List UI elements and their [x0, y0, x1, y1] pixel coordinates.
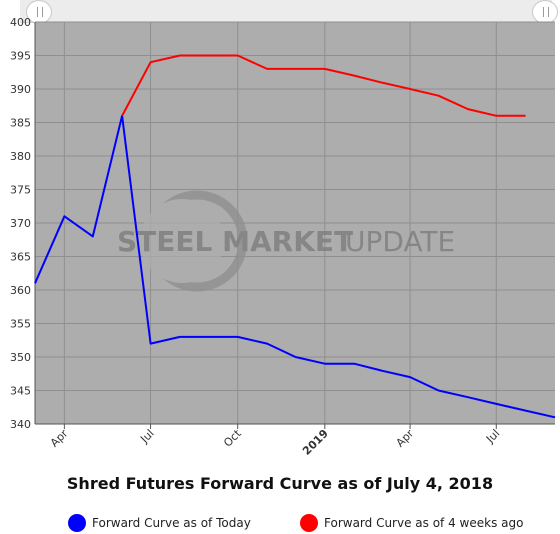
- watermark-text-bold: STEEL MARKET: [117, 225, 353, 258]
- y-tick-label: 355: [10, 318, 31, 331]
- series-lines: [34, 54, 556, 419]
- y-tick-label: 370: [10, 217, 31, 230]
- x-tick-label: Jul: [137, 427, 156, 446]
- y-tick-label: 390: [10, 83, 31, 96]
- y-tick-label: 380: [10, 150, 31, 163]
- x-axis-ticks: Apr Jul Oct 2019 Apr Jul: [48, 424, 502, 458]
- range-end-handle[interactable]: [532, 0, 558, 24]
- legend: Forward Curve as of Today Forward Curve …: [0, 514, 560, 534]
- y-tick-label: 360: [10, 284, 31, 297]
- legend-dot-icon: [300, 514, 318, 532]
- watermark-logo: STEEL MARKET UPDATE: [117, 190, 455, 292]
- y-tick-label: 375: [10, 184, 31, 197]
- legend-item-4weeks[interactable]: Forward Curve as of 4 weeks ago: [300, 514, 523, 532]
- watermark-text-light: UPDATE: [345, 225, 455, 258]
- legend-item-today[interactable]: Forward Curve as of Today: [68, 514, 251, 532]
- axes: [34, 22, 555, 425]
- y-tick-label: 365: [10, 251, 31, 264]
- chart: STEEL MARKET UPDATE 340 345 350 355 360 365 37…: [10, 16, 556, 458]
- x-tick-label: Apr: [48, 427, 71, 450]
- y-tick-label: 345: [10, 385, 31, 398]
- watermark-ring-mask: [140, 199, 224, 283]
- x-tick-label: Jul: [483, 427, 502, 446]
- series-line-1[interactable]: [121, 54, 526, 117]
- y-tick-label: 400: [10, 16, 31, 29]
- legend-label: Forward Curve as of 4 weeks ago: [324, 516, 524, 530]
- x-tick-label: Apr: [394, 427, 417, 450]
- y-tick-label: 350: [10, 351, 31, 364]
- range-start-handle[interactable]: [26, 0, 52, 24]
- y-tick-label: 385: [10, 117, 31, 130]
- x-tick-label: 2019: [300, 427, 331, 458]
- x-tick-label: Oct: [221, 426, 244, 449]
- y-tick-label: 340: [10, 418, 31, 431]
- legend-label: Forward Curve as of Today: [92, 516, 251, 530]
- legend-dot-icon: [68, 514, 86, 532]
- y-tick-label: 395: [10, 50, 31, 63]
- y-axis-ticks: 340 345 350 355 360 365 370 375 380 385 390 395 400: [10, 16, 31, 431]
- chart-title: Shred Futures Forward Curve as of July 4…: [66, 474, 494, 493]
